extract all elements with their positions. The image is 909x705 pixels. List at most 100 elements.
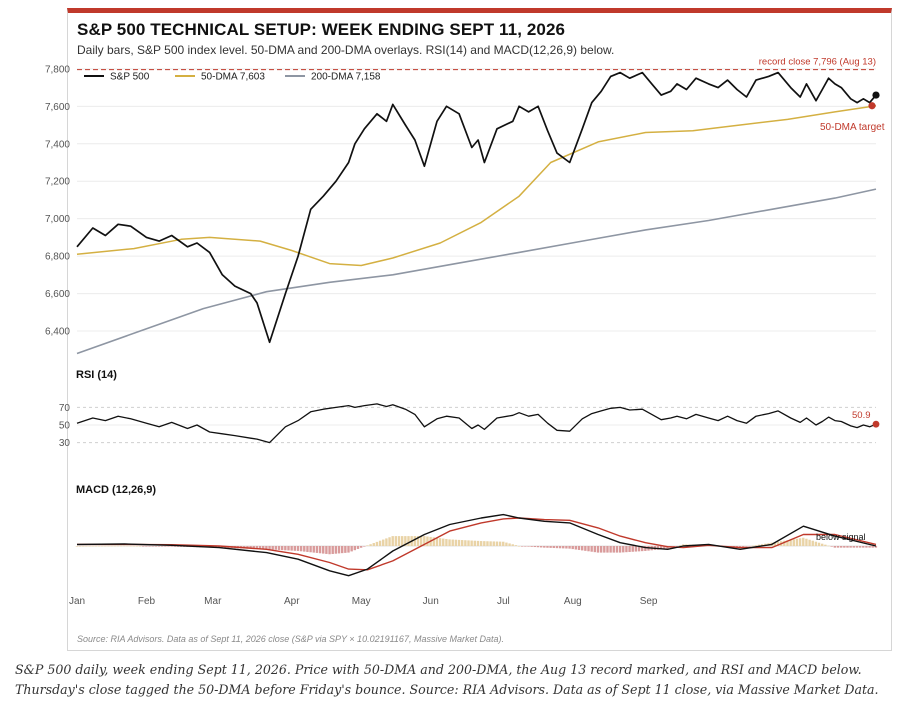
macd-histogram-bar — [502, 541, 505, 546]
macd-histogram-bar — [843, 546, 846, 548]
macd-histogram-bar — [293, 546, 297, 551]
macd-histogram-bar — [539, 546, 543, 548]
macd-histogram-bar — [871, 546, 874, 548]
macd-histogram-bar — [814, 541, 818, 546]
macd-histogram-bar — [742, 546, 745, 548]
macd-histogram-bar — [312, 546, 315, 553]
macd-histogram-bar — [164, 546, 167, 547]
macd-histogram-bar — [372, 543, 375, 546]
price-y-tick-label: 7,400 — [45, 139, 70, 150]
macd-histogram-bar — [328, 546, 331, 555]
macd-histogram-bar — [394, 536, 398, 546]
price-y-tick-label: 6,400 — [45, 327, 70, 338]
rsi-panel: RSI (14) 30 50 70 50.9 — [59, 369, 880, 449]
sp500-price-line — [76, 71, 877, 344]
macd-histogram-bar — [593, 546, 597, 553]
macd-histogram-bar — [495, 541, 499, 546]
macd-histogram-bar — [132, 545, 135, 547]
macd-histogram-bar — [473, 540, 477, 546]
macd-histogram-bar — [754, 545, 758, 546]
macd-histogram-bar — [419, 536, 423, 546]
macd-histogram-bar — [590, 546, 593, 552]
macd-histogram-bar — [486, 541, 489, 546]
macd-histogram-bar — [217, 546, 221, 548]
macd-histogram-bar — [290, 546, 293, 551]
macd-histogram-bar — [748, 546, 751, 547]
macd-histogram-bar — [404, 536, 407, 546]
macd-histogram-bar — [565, 546, 568, 549]
macd-histogram-bar — [795, 538, 799, 546]
dma50-target-label: 50-DMA target — [820, 122, 885, 133]
x-axis-month-label: Mar — [204, 596, 222, 607]
macd-histogram-bar — [151, 546, 154, 547]
macd-histogram-bar — [113, 545, 116, 547]
macd-histogram-bar — [789, 539, 792, 546]
macd-histogram-bar — [382, 539, 385, 546]
macd-histogram-bar — [584, 546, 587, 551]
macd-histogram-bar — [798, 538, 802, 546]
macd-histogram-bar — [309, 546, 312, 553]
macd-histogram-bar — [530, 546, 533, 547]
macd-histogram-bar — [363, 546, 366, 547]
macd-histogram-bar — [97, 545, 101, 547]
macd-histogram-bar — [524, 546, 527, 547]
macd-histogram-bar — [852, 546, 855, 548]
macd-histogram-bar — [432, 537, 435, 546]
macd-histogram-bar — [858, 546, 862, 548]
dma50-target-point — [868, 102, 876, 110]
macd-histogram-bar — [489, 541, 492, 546]
macd-histogram-bar — [612, 546, 615, 553]
rsi-last-point — [872, 420, 880, 428]
chart-subtitle: Daily bars, S&P 500 index level. 50-DMA … — [77, 43, 615, 57]
macd-histogram-bar — [170, 546, 173, 547]
macd-histogram-bar — [255, 546, 259, 549]
chart-title: S&P 500 TECHNICAL SETUP: WEEK ENDING SEP… — [77, 20, 566, 39]
price-y-tick-label: 7,600 — [45, 102, 70, 113]
sp500-last-point — [872, 91, 880, 99]
record-close-label: record close 7,796 (Aug 13) — [759, 57, 876, 68]
macd-histogram-bar — [100, 545, 104, 547]
macd-histogram-bar — [757, 544, 761, 546]
macd-histogram-bar — [792, 539, 795, 546]
macd-histogram-bar — [656, 546, 660, 550]
rsi-y-tick-label: 30 — [59, 438, 71, 449]
macd-histogram-bar — [641, 546, 644, 552]
macd-histogram-bar — [615, 546, 619, 553]
dma200-line — [76, 188, 877, 355]
macd-histogram-bar — [385, 538, 388, 546]
macd-histogram-bar — [426, 536, 429, 546]
macd-histogram-bar — [552, 546, 555, 549]
macd-histogram-bar — [817, 542, 821, 546]
macd-histogram-bar — [391, 536, 394, 546]
macd-histogram-bar — [423, 536, 426, 546]
macd-histogram-bar — [625, 546, 628, 553]
macd-histogram-bar — [135, 545, 139, 547]
macd-histogram-bar — [262, 546, 265, 550]
macd-histogram-bar — [438, 538, 442, 546]
macd-histogram-bar — [334, 546, 338, 554]
macd-histogram-bar — [268, 546, 271, 550]
macd-histogram-bar — [280, 546, 284, 551]
macd-histogram-bar — [492, 541, 495, 546]
macd-histogram-bar — [464, 540, 467, 546]
macd-histogram-bar — [123, 545, 126, 547]
macd-histogram-bar — [325, 546, 328, 554]
macd-histogram-bar — [306, 546, 309, 552]
macd-histogram-bar — [119, 545, 123, 547]
macd-histogram-bar — [498, 541, 502, 546]
price-panel: 6,400 6,600 6,800 7,000 7,200 7,400 7,600 7,800… — [45, 57, 885, 355]
macd-histogram-bar — [451, 539, 454, 546]
macd-histogram-bar — [407, 536, 410, 546]
macd-histogram-bar — [644, 546, 647, 551]
macd-histogram-bar — [603, 546, 606, 553]
macd-histogram-bar — [277, 546, 281, 550]
rsi-y-tick-label: 50 — [59, 421, 71, 432]
macd-histogram-bar — [400, 536, 404, 546]
macd-histogram-bar — [116, 545, 120, 547]
macd-histogram-bar — [802, 537, 805, 546]
macd-histogram-bar — [359, 546, 363, 548]
macd-histogram-bar — [148, 546, 151, 547]
macd-panel: MACD (12,26,9) below signal Jan Feb Mar Apr Ma… — [69, 484, 878, 607]
macd-histogram-bar — [751, 545, 754, 547]
macd-histogram-bar — [350, 546, 353, 552]
